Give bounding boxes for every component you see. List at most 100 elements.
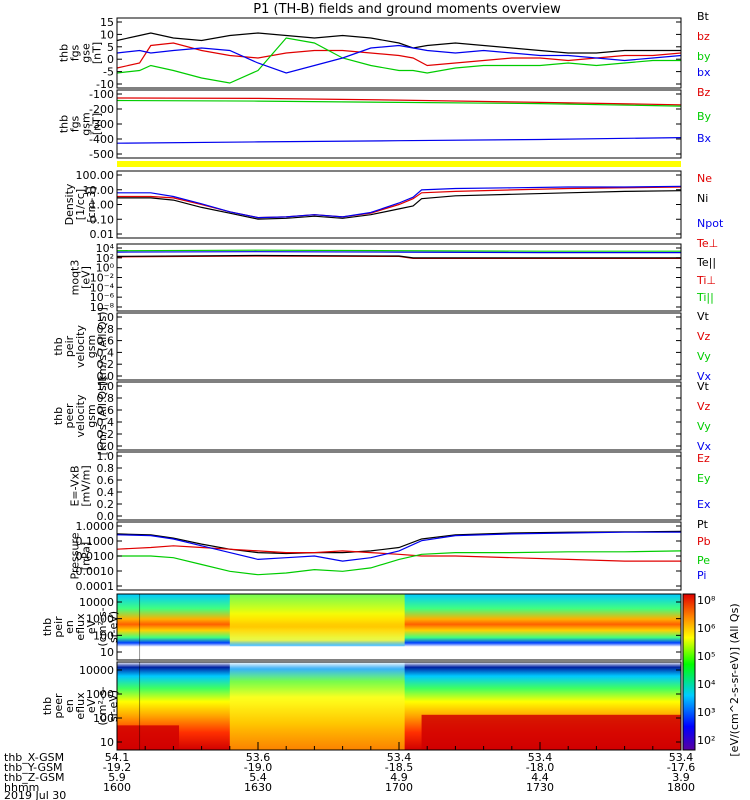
y-axis-label-line: thb <box>58 44 71 62</box>
legend-entry: Ne <box>697 172 712 185</box>
y-axis-label-line: [1/cc] <box>74 189 87 220</box>
y-axis-label-line: eflux <box>74 692 87 720</box>
legend-entry: Ey <box>697 472 711 485</box>
y-tick-label: 1000 <box>86 613 114 626</box>
y-axis-label-line: sr-eV) <box>107 611 120 643</box>
y-tick-label: 10⁰ <box>96 262 115 275</box>
legend-entry: Vt <box>697 380 710 393</box>
x-axis-value: 1700 <box>385 781 413 794</box>
x-axis-value: -17.6 <box>667 761 695 774</box>
panel-pressure: 1.0000 0.1000 0.0100 0.0010 0.0001Pressure[n… <box>69 518 711 593</box>
colorbar-ticks: 10⁸ 10⁶ 10⁵ 10⁴ 10³ 10² <box>697 594 716 747</box>
y-axis-label-line: sr-eV) <box>107 690 120 722</box>
y-tick-label: 0.01 <box>90 228 115 241</box>
series-Pb-line <box>116 545 681 562</box>
legend-entry: Pi <box>697 569 706 582</box>
legend-entry: Npot <box>697 217 724 230</box>
x-axis-value: 53.4 <box>387 751 412 764</box>
panel-peir_spec: 10000100010010thbpeirenefluxeV(cm²-s-sr-… <box>41 593 682 661</box>
x-axis-value: 4.9 <box>390 771 408 784</box>
y-axis-label-line: [eV] <box>80 266 93 289</box>
panel-peer_velocity: 1.00.80.60.40.20.0thbpeervelocitygsm[km/… <box>52 377 712 456</box>
series-Te||-line <box>116 254 681 259</box>
y-tick-label: 100 <box>93 629 114 642</box>
y-axis-label-line: velocity <box>74 394 87 437</box>
y-axis-label-line: en <box>63 620 76 634</box>
y-tick-label: 0.6 <box>97 474 115 487</box>
spectrogram-lowenergy-late <box>421 714 681 750</box>
y-axis-label-line: eV <box>85 698 98 713</box>
spectrogram-midregion <box>229 594 405 660</box>
colorbar-tick-label: 10² <box>697 734 715 747</box>
series-bx-line <box>116 44 682 74</box>
y-tick-label: 1000 <box>86 688 114 701</box>
y-tick-label: 1.0 <box>97 380 115 393</box>
x-axis-value: 5.9 <box>108 771 126 784</box>
y-tick-label: 10⁻⁶ <box>90 291 115 304</box>
colorbar-tick-label: 10⁶ <box>697 622 716 635</box>
x-axis-value: 1800 <box>667 781 695 794</box>
panel-frame <box>116 451 682 521</box>
y-axis-label-line: [km/s (All Qs)] <box>96 377 109 456</box>
legend-entry: Ni <box>697 192 708 205</box>
panel-efield: 1.00.80.60.40.20.0 E=-VxB[mV/m] Ez Ey Ex <box>69 450 711 523</box>
spectrogram-lowenergy-early <box>117 725 180 750</box>
y-axis-label-line: Density <box>63 183 76 225</box>
y-tick-label: 15 <box>100 16 114 29</box>
y-axis-label-line: fgs <box>69 44 82 61</box>
y-tick-label: 0.8 <box>97 462 115 475</box>
spectrogram-midregion <box>229 662 405 750</box>
x-axis-value: 53.4 <box>528 751 553 764</box>
y-axis-label-line: thb <box>52 337 65 355</box>
y-axis-label-line: gsm <box>85 404 98 427</box>
y-tick-label: 10.00 <box>83 184 115 197</box>
y-tick-label: 5 <box>107 41 114 54</box>
y-axis-label-line: eV <box>85 619 98 634</box>
y-axis-label-line: gse <box>80 43 93 63</box>
legend-entry: Ex <box>697 498 711 511</box>
series-Pt-line <box>116 530 682 555</box>
x-axis-value: -18.0 <box>526 761 554 774</box>
y-tick-label: -100 <box>89 88 114 101</box>
series-Ti||-line <box>116 249 681 252</box>
x-axis-row-label: hhmm <box>4 781 39 794</box>
panel-frame <box>116 17 682 89</box>
x-axis-value: 4.4 <box>531 771 549 784</box>
y-axis-label-line: peer <box>52 693 65 719</box>
y-axis-label: thbpeirvelocitygsm[km/s (All Qs)] <box>52 307 109 386</box>
series-By-line <box>116 99 682 107</box>
y-axis-label-line: Pressure <box>69 532 82 579</box>
y-tick-label: -200 <box>89 103 114 116</box>
y-axis-label-line: peer <box>63 403 76 429</box>
legend-entry: Ti|| <box>696 291 714 304</box>
y-axis-label: E=-VxB[mV/m] <box>69 465 93 506</box>
y-axis-label-line: gsm <box>85 335 98 358</box>
y-tick-label: 0.4 <box>97 346 115 359</box>
x-axis-value: -19.0 <box>244 761 272 774</box>
x-axis-row-label: thb_X-GSM <box>4 751 64 764</box>
colorbar: 10⁸ 10⁶ 10⁵ 10⁴ 10³ 10² [eV/(cm^2-s-sr-eV)] (… <box>682 593 741 757</box>
y-axis-label-line: en <box>63 699 76 713</box>
colorbar-tick-label: 10⁴ <box>697 678 716 691</box>
colorbar-label: [eV/(cm^2-s-sr-eV)] (All Qs) <box>728 603 741 756</box>
x-axis-value: 53.6 <box>246 751 271 764</box>
y-axis-label-line: [mV/m] <box>80 465 93 506</box>
y-tick-label: 0.8 <box>97 323 115 336</box>
y-axis-label: Pressure[nPa] <box>69 532 93 579</box>
series-Pe-line <box>117 550 682 576</box>
y-tick-label: 0.2 <box>97 428 115 441</box>
y-tick-label: 0.8 <box>97 392 115 405</box>
y-axis-label: thbpeirenefluxeV(cm²-s-sr-eV) <box>41 607 120 646</box>
legend-entry: Vx <box>697 440 712 453</box>
plot-title: P1 (TH-B) fields and ground moments over… <box>253 2 561 17</box>
y-axis-label-line: thb <box>58 115 71 133</box>
y-axis-label: thbpeerenefluxeV(cm²-s-sr-eV) <box>41 686 120 725</box>
legend-entry: Vt <box>697 310 710 323</box>
y-tick-label: 10⁻² <box>90 272 114 285</box>
status-bar <box>117 161 681 167</box>
y-axis-label: thbfgsgsm[nT] <box>58 112 104 135</box>
series-Npot-line <box>117 185 682 219</box>
